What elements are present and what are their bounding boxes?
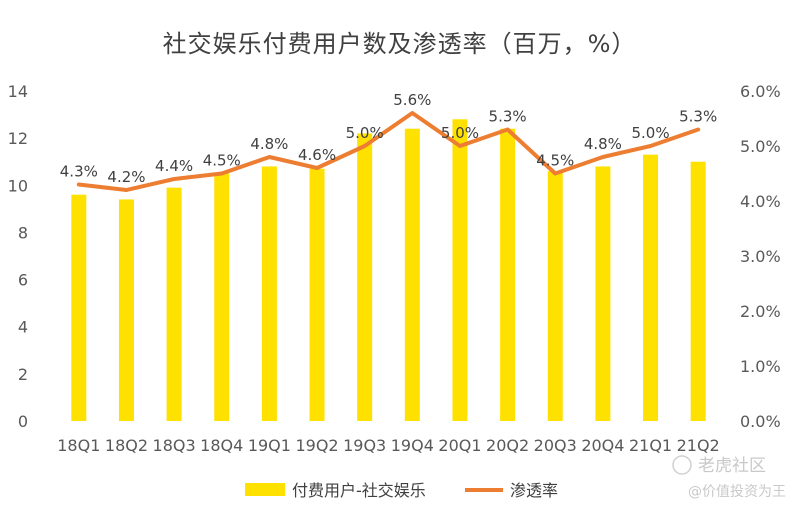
chart-title: 社交娱乐付费用户数及渗透率（百万，%） (162, 30, 637, 58)
y-right-tick: 2.0% (740, 302, 781, 321)
x-tick-19Q4: 19Q4 (391, 436, 434, 455)
y-left-tick: 10 (8, 176, 28, 195)
x-tick-19Q2: 19Q2 (295, 436, 338, 455)
y-right-tick: 6.0% (740, 82, 781, 101)
legend-label-bar: 付费用户-社交娱乐 (292, 481, 426, 500)
bar-19Q4 (404, 128, 420, 421)
bar-19Q3 (357, 133, 373, 421)
data-label-18Q3: 4.4% (155, 157, 193, 175)
bar-18Q2 (118, 199, 134, 421)
x-tick-20Q4: 20Q4 (581, 436, 624, 455)
y-left-tick: 14 (8, 82, 28, 101)
x-tick-18Q4: 18Q4 (200, 436, 243, 455)
x-tick-18Q2: 18Q2 (105, 436, 148, 455)
y-axis-left: 0 2 4 6 8 10 12 14 (8, 82, 28, 431)
y-left-tick: 0 (18, 412, 28, 431)
data-label-18Q1: 4.3% (60, 163, 98, 181)
y-left-tick: 6 (18, 271, 28, 290)
y-right-tick: 0.0% (740, 412, 781, 431)
y-left-tick: 2 (18, 365, 28, 384)
watermark-title: 老虎社区 (698, 456, 766, 476)
y-left-tick: 12 (8, 129, 28, 148)
y-right-tick: 5.0% (740, 137, 781, 156)
y-left-tick: 4 (18, 318, 28, 337)
bar-20Q1 (452, 119, 468, 422)
legend-swatch-bar (245, 483, 285, 496)
y-left-tick: 8 (18, 223, 28, 242)
data-label-20Q2: 5.3% (489, 108, 527, 126)
x-tick-19Q1: 19Q1 (248, 436, 291, 455)
bar-series (71, 119, 706, 422)
x-tick-20Q3: 20Q3 (534, 436, 577, 455)
bar-21Q2 (690, 161, 706, 421)
x-tick-21Q2: 21Q2 (677, 436, 720, 455)
x-tick-20Q2: 20Q2 (486, 436, 529, 455)
legend-label-line: 渗透率 (510, 481, 558, 500)
bar-19Q1 (261, 166, 277, 421)
x-tick-21Q1: 21Q1 (629, 436, 672, 455)
x-tick-19Q3: 19Q3 (343, 436, 386, 455)
data-label-19Q1: 4.8% (250, 135, 288, 153)
data-label-18Q4: 4.5% (203, 152, 241, 170)
bar-20Q2 (500, 128, 516, 421)
bar-21Q1 (643, 154, 659, 421)
data-label-20Q4: 4.8% (584, 135, 622, 153)
x-tick-18Q3: 18Q3 (153, 436, 196, 455)
bar-18Q3 (166, 187, 182, 421)
data-label-21Q2: 5.3% (679, 108, 717, 126)
data-labels: 4.3% 4.2% 4.4% 4.5% 4.8% 4.6% 5.0% 5.6% 5.0% 5.3%… (60, 91, 717, 186)
y-right-tick: 4.0% (740, 192, 781, 211)
data-label-21Q1: 5.0% (631, 124, 669, 142)
y-axis-right: 0.0% 1.0% 2.0% 3.0% 4.0% 5.0% 6.0% (740, 82, 781, 431)
data-label-19Q3: 5.0% (346, 124, 384, 142)
bar-20Q3 (547, 171, 563, 421)
bar-18Q1 (71, 194, 87, 421)
data-label-20Q3: 4.5% (536, 152, 574, 170)
legend: 付费用户-社交娱乐 渗透率 (245, 481, 558, 500)
tiger-logo-icon (672, 455, 692, 475)
data-label-19Q4: 5.6% (393, 91, 431, 109)
y-right-tick: 3.0% (740, 247, 781, 266)
bar-19Q2 (309, 168, 325, 421)
x-tick-20Q1: 20Q1 (438, 436, 481, 455)
bar-18Q4 (214, 173, 230, 421)
watermark-author: @价值投资为王 (688, 484, 786, 500)
data-label-18Q2: 4.2% (107, 168, 145, 186)
bar-20Q4 (595, 166, 611, 421)
x-axis: 18Q1 18Q2 18Q3 18Q4 19Q1 19Q2 19Q3 19Q4 20Q1 20Q2… (57, 436, 719, 455)
watermark: 老虎社区 @价值投资为王 (672, 455, 786, 500)
x-tick-18Q1: 18Q1 (57, 436, 100, 455)
line-series (76, 111, 701, 192)
data-label-19Q2: 4.6% (298, 146, 336, 164)
penetration-rate-line (76, 111, 701, 192)
data-label-20Q1: 5.0% (441, 124, 479, 142)
y-right-tick: 1.0% (740, 357, 781, 376)
